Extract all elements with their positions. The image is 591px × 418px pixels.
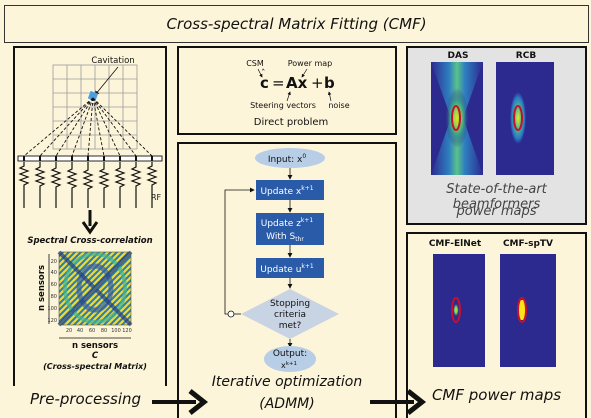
svg-text:xk+1: xk+1 (281, 361, 297, 370)
xcorr-label: Spectral Cross-correlation (27, 236, 152, 246)
sptv-ring (517, 297, 527, 323)
noise-label: noise (328, 101, 349, 110)
y-axis-label: n sensors (37, 265, 47, 311)
cavitation-source (87, 90, 99, 102)
direct-problem-caption: Direct problem (254, 117, 329, 128)
svg-text:120: 120 (122, 328, 132, 334)
sota-caption-2: power maps (456, 204, 537, 219)
rf-label: RF (151, 193, 162, 202)
svg-text:Ax: Ax (286, 74, 308, 92)
page-title: Cross-spectral Matrix Fitting (CMF) (166, 15, 427, 33)
direct-problem-panel (177, 46, 397, 135)
sota-caption-1: State-of-the-art beamformers (446, 182, 547, 212)
arrow-pre-to-admm (152, 389, 209, 415)
svg-text:20: 20 (51, 259, 57, 265)
admm-caption-1: Iterative optimization (211, 374, 363, 390)
svg-text:met?: met? (279, 321, 302, 331)
svg-text:Update uk+1: Update uk+1 (260, 263, 314, 275)
update-x-box (256, 180, 324, 200)
c-symbol: C (92, 351, 99, 361)
svg-text:60: 60 (89, 328, 95, 334)
preprocessing-stage-label: Pre-processing (30, 390, 142, 408)
das-label: DAS (448, 51, 469, 61)
sensor-ticks (23, 156, 153, 161)
svg-text:criteria: criteria (274, 310, 306, 320)
equation: c ˆ = Ax + b (260, 68, 335, 92)
cmf-maps: CMF-ElNet CMF-spTV (429, 239, 556, 367)
cmf-panel (406, 232, 587, 418)
svg-text:Output:: Output: (273, 349, 307, 359)
svg-text:With Sthr: With Sthr (266, 232, 304, 243)
output-node (264, 346, 316, 372)
direct-problem-equation: CSM Power map c ˆ = Ax + b Steering vect… (246, 59, 350, 128)
sota-maps: DAS RCB (431, 51, 554, 175)
sensor-array (17, 155, 163, 162)
csm-x-ticks: 20 40 60 80 100 120 (66, 328, 132, 334)
svg-text:100: 100 (111, 328, 121, 334)
svg-text:120: 120 (47, 318, 57, 324)
elnet-map (433, 254, 485, 367)
svg-text:40: 40 (77, 328, 83, 334)
preprocessing-panel (13, 46, 167, 386)
svg-text:80: 80 (51, 294, 57, 300)
title-box: Cross-spectral Matrix Fitting (CMF) (4, 5, 589, 43)
svg-text:ˆ: ˆ (261, 68, 266, 79)
grid (52, 64, 138, 150)
power-map-label: Power map (288, 59, 333, 68)
steering-label: Steering vectors (250, 101, 316, 110)
svg-text:100: 100 (47, 306, 57, 312)
propagation-lines (23, 97, 153, 157)
admm-caption-2: (ADMM) (259, 396, 315, 412)
csm-y-ticks: 20 40 60 80 100 120 (47, 259, 57, 324)
csm-caption: (Cross-spectral Matrix) (43, 362, 147, 371)
svg-text:Update zk+1: Update zk+1 (261, 217, 314, 229)
svg-text:20: 20 (66, 328, 72, 334)
svg-text:40: 40 (51, 270, 57, 276)
svg-text:Update xk+1: Update xk+1 (260, 185, 313, 197)
rcb-map (496, 62, 554, 175)
cavitation-label: Cavitation (91, 56, 134, 66)
svg-text:60: 60 (51, 282, 57, 288)
csm-heatmap (57, 250, 133, 327)
elnet-label: CMF-ElNet (429, 239, 482, 249)
svg-text:=: = (272, 74, 285, 92)
sptv-label: CMF-spTV (503, 239, 553, 249)
input-node (255, 148, 325, 168)
das-ring (451, 105, 461, 131)
x-axis-label: n sensors (72, 341, 118, 351)
svg-text:Stopping: Stopping (270, 299, 310, 309)
svg-text:b: b (324, 74, 335, 92)
csm-label: CSM (246, 59, 264, 68)
svg-text:80: 80 (101, 328, 107, 334)
svg-text:Input: x0: Input: x0 (268, 153, 307, 165)
preprocessing-diagram: Cavitation RF Spectral Cross-corr (17, 56, 163, 371)
rf-signals (18, 162, 158, 208)
rcb-ring (513, 105, 523, 131)
sptv-map (500, 254, 556, 367)
rcb-label: RCB (516, 51, 537, 61)
das-map (431, 62, 483, 175)
admm-flowchart: Input: x0 Update xk+1 Update zk+1 With S… (224, 148, 339, 372)
svg-text:+: + (311, 74, 324, 92)
cmf-caption: CMF power maps (431, 386, 562, 404)
svg-text:c: c (260, 74, 269, 92)
update-z-box (256, 213, 324, 245)
elnet-ring (451, 297, 461, 323)
update-u-box (256, 258, 324, 278)
stopping-criteria-diamond (241, 289, 339, 339)
admm-panel (177, 142, 397, 418)
